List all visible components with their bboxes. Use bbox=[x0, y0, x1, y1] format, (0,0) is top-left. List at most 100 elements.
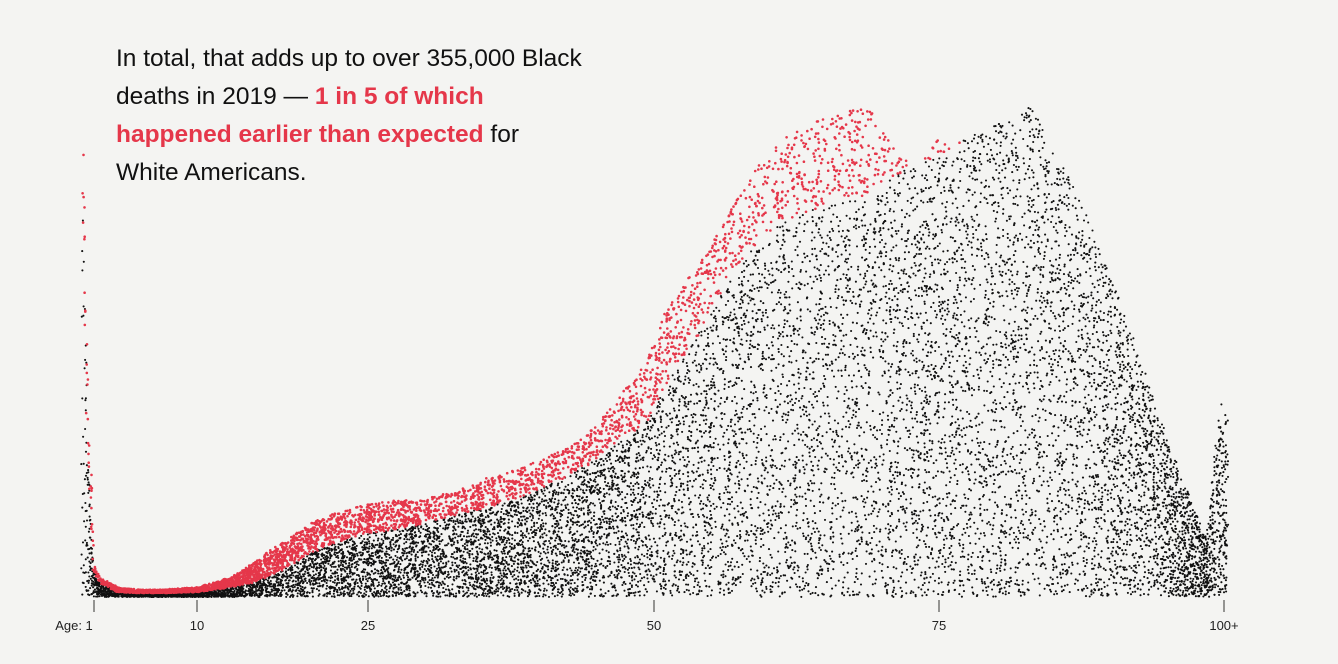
expected-death-dot bbox=[1000, 194, 1002, 196]
expected-death-dot bbox=[680, 553, 682, 555]
expected-death-dot bbox=[480, 537, 482, 539]
expected-death-dot bbox=[930, 515, 932, 517]
expected-death-dot bbox=[802, 455, 804, 457]
expected-death-dot bbox=[1078, 320, 1080, 322]
expected-death-dot bbox=[801, 395, 803, 397]
expected-death-dot bbox=[1097, 566, 1099, 568]
expected-death-dot bbox=[559, 551, 561, 553]
expected-death-dot bbox=[636, 518, 638, 520]
expected-death-dot bbox=[527, 592, 529, 594]
expected-death-dot bbox=[703, 380, 705, 382]
expected-death-dot bbox=[757, 477, 759, 479]
expected-death-dot bbox=[789, 484, 791, 486]
expected-death-dot bbox=[524, 519, 526, 521]
expected-death-dot bbox=[955, 272, 957, 274]
expected-death-dot bbox=[631, 579, 633, 581]
expected-death-dot bbox=[1107, 557, 1109, 559]
expected-death-dot bbox=[841, 296, 843, 298]
expected-death-dot bbox=[743, 555, 745, 557]
expected-death-dot bbox=[934, 283, 936, 285]
expected-death-dot bbox=[742, 301, 744, 303]
expected-death-dot bbox=[545, 594, 547, 596]
expected-death-dot bbox=[1094, 564, 1096, 566]
expected-death-dot bbox=[624, 473, 626, 475]
expected-death-dot bbox=[671, 558, 673, 560]
expected-death-dot bbox=[877, 203, 879, 205]
expected-death-dot bbox=[664, 527, 666, 529]
expected-death-dot bbox=[458, 571, 460, 573]
expected-death-dot bbox=[887, 566, 889, 568]
expected-death-dot bbox=[618, 561, 620, 563]
expected-death-dot bbox=[980, 246, 982, 248]
expected-death-dot bbox=[1107, 403, 1109, 405]
expected-death-dot bbox=[1182, 493, 1184, 495]
expected-death-dot bbox=[1094, 496, 1096, 498]
expected-death-dot bbox=[1002, 455, 1004, 457]
expected-death-dot bbox=[690, 400, 692, 402]
expected-death-dot bbox=[626, 440, 628, 442]
expected-death-dot bbox=[1104, 268, 1106, 270]
expected-death-dot bbox=[773, 567, 775, 569]
expected-death-dot bbox=[1213, 474, 1215, 476]
expected-death-dot bbox=[1040, 540, 1042, 542]
expected-death-dot bbox=[1077, 589, 1079, 591]
expected-death-dot bbox=[840, 533, 842, 535]
expected-death-dot bbox=[750, 504, 752, 506]
expected-death-dot bbox=[1176, 500, 1178, 502]
expected-death-dot bbox=[772, 581, 774, 583]
expected-death-dot bbox=[454, 537, 456, 539]
expected-death-dot bbox=[840, 348, 842, 350]
expected-death-dot bbox=[1074, 417, 1076, 419]
expected-death-dot bbox=[548, 540, 550, 542]
expected-death-dot bbox=[541, 533, 543, 535]
expected-death-dot bbox=[1160, 567, 1162, 569]
expected-death-dot bbox=[1062, 329, 1064, 331]
expected-death-dot bbox=[849, 253, 851, 255]
expected-death-dot bbox=[1032, 234, 1034, 236]
expected-death-dot bbox=[649, 558, 651, 560]
expected-death-dot bbox=[587, 521, 589, 523]
expected-death-dot bbox=[480, 576, 482, 578]
expected-death-dot bbox=[818, 531, 820, 533]
expected-death-dot bbox=[602, 460, 604, 462]
expected-death-dot bbox=[1162, 538, 1164, 540]
expected-death-dot bbox=[398, 534, 400, 536]
expected-death-dot bbox=[621, 556, 623, 558]
expected-death-dot bbox=[1105, 537, 1107, 539]
expected-death-dot bbox=[1070, 254, 1072, 256]
expected-death-dot bbox=[1046, 162, 1048, 164]
expected-death-dot bbox=[336, 569, 338, 571]
expected-death-dot bbox=[806, 518, 808, 520]
expected-death-dot bbox=[1050, 310, 1052, 312]
expected-death-dot bbox=[1156, 557, 1158, 559]
expected-death-dot bbox=[1056, 232, 1058, 234]
expected-death-dot bbox=[760, 439, 762, 441]
expected-death-dot bbox=[574, 472, 576, 474]
expected-death-dot bbox=[1086, 587, 1088, 589]
expected-death-dot bbox=[1029, 197, 1031, 199]
expected-death-dot bbox=[541, 501, 543, 503]
expected-death-dot bbox=[1015, 195, 1017, 197]
expected-death-dot bbox=[996, 441, 998, 443]
expected-death-dot bbox=[1020, 338, 1022, 340]
expected-death-dot bbox=[778, 256, 780, 258]
expected-death-dot bbox=[966, 371, 968, 373]
expected-death-dot bbox=[1164, 482, 1166, 484]
expected-death-dot bbox=[769, 388, 771, 390]
expected-death-dot bbox=[1058, 216, 1060, 218]
expected-death-dot bbox=[1130, 415, 1132, 417]
expected-death-dot bbox=[864, 502, 866, 504]
expected-death-dot bbox=[1168, 541, 1170, 543]
expected-death-dot bbox=[924, 332, 926, 334]
expected-death-dot bbox=[538, 595, 540, 597]
expected-death-dot bbox=[368, 542, 370, 544]
expected-death-dot bbox=[1083, 557, 1085, 559]
expected-death-dot bbox=[1083, 373, 1085, 375]
expected-death-dot bbox=[896, 304, 898, 306]
expected-death-dot bbox=[1183, 489, 1185, 491]
expected-death-dot bbox=[852, 322, 854, 324]
expected-death-dot bbox=[431, 551, 433, 553]
expected-death-dot bbox=[590, 555, 592, 557]
expected-death-dot bbox=[663, 431, 665, 433]
expected-death-dot bbox=[954, 221, 956, 223]
